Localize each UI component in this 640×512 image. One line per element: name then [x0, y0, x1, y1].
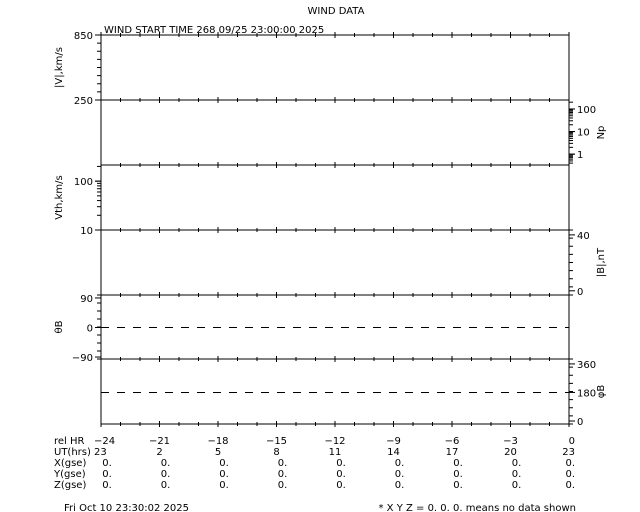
table-cell: 0. — [395, 469, 405, 480]
y-axis-label: Np — [596, 126, 607, 140]
table-cell: 0. — [336, 458, 346, 469]
table-cell: 0. — [512, 480, 522, 491]
table-row: Z(gse) 0. 0. 0. 0. 0. 0. 0. 0. 0. — [54, 480, 575, 491]
table-cell: 0. — [102, 458, 112, 469]
table-cell: 5 — [215, 447, 221, 458]
y-tick-label: 0 — [87, 323, 93, 334]
table-cell: −6 — [445, 436, 460, 447]
table-cell: −18 — [207, 436, 228, 447]
table-cell: 0. — [565, 469, 575, 480]
table-cell: 0. — [565, 458, 575, 469]
y-tick-label: 360 — [577, 360, 596, 371]
table-cell: 0. — [336, 480, 346, 491]
y-tick-label: 90 — [80, 294, 93, 305]
table-cell: 0. — [395, 458, 405, 469]
panel-3: 100 10 Vth,km/s — [54, 162, 570, 237]
table-cell: 0. — [161, 469, 171, 480]
y-tick-label: 10 — [577, 128, 590, 139]
start-time-subtitle: WIND START TIME 268 09/25 23:00:00 2025 — [104, 25, 324, 36]
row-label: Y(gse) — [53, 469, 86, 480]
table-cell: 0. — [453, 469, 463, 480]
table-cell: 0. — [453, 480, 463, 491]
y-axis-label: |B|,nT — [596, 247, 607, 277]
table-cell: 8 — [273, 447, 279, 458]
table-cell: 0 — [569, 436, 575, 447]
chart-title: WIND DATA — [308, 6, 365, 17]
y-tick-label: 100 — [577, 105, 596, 116]
y-axis-label: θB — [54, 320, 65, 333]
y-tick-label: 100 — [74, 177, 93, 188]
y-tick-label: 180 — [577, 388, 596, 399]
panel-6: 360 180 0 φB — [100, 356, 607, 428]
row-label: rel HR — [54, 436, 85, 447]
panel-1: 850 250 |V|,km/s — [54, 31, 570, 107]
table-cell: −24 — [94, 436, 115, 447]
y-tick-label: −90 — [72, 353, 93, 364]
panel-4: 40 0 |B|,nT — [100, 227, 607, 298]
table-cell: 0. — [219, 469, 229, 480]
y-axis-label: φB — [596, 385, 607, 399]
table-cell: 0. — [336, 469, 346, 480]
y-tick-label: 850 — [74, 31, 93, 42]
footer-note: * X Y Z = 0. 0. 0. means no data shown — [378, 503, 576, 512]
table-row: Y(gse) 0. 0. 0. 0. 0. 0. 0. 0. 0. — [53, 469, 575, 480]
table-cell: −21 — [149, 436, 170, 447]
table-cell: 0. — [102, 480, 112, 491]
table-cell: 0. — [453, 458, 463, 469]
table-cell: −3 — [503, 436, 518, 447]
table-cell: 2 — [156, 447, 162, 458]
y-axis-label: Vth,km/s — [54, 175, 65, 219]
table-cell: 20 — [504, 447, 517, 458]
y-tick-label: 250 — [74, 96, 93, 107]
table-cell: 17 — [446, 447, 459, 458]
table-cell: 0. — [278, 458, 288, 469]
y-tick-label: 1 — [577, 150, 583, 161]
panel-5: 90 0 −90 θB — [54, 292, 570, 364]
footer-timestamp: Fri Oct 10 23:30:02 2025 — [64, 503, 189, 512]
y-tick-label: 0 — [577, 287, 583, 298]
table-row: rel HR −24 −21 −18 −15 −12 −9 −6 −3 0 — [54, 436, 575, 447]
table-cell: 0. — [278, 469, 288, 480]
table-cell: 0. — [512, 469, 522, 480]
table-cell: 0. — [278, 480, 288, 491]
table-cell: −12 — [324, 436, 345, 447]
table-cell: 0. — [565, 480, 575, 491]
y-axis-label: |V|,km/s — [54, 47, 65, 88]
table-cell: −9 — [386, 436, 401, 447]
table-cell: 0. — [395, 480, 405, 491]
table-cell: 0. — [102, 469, 112, 480]
y-tick-label: 40 — [577, 231, 590, 242]
row-label: UT(hrs) — [54, 447, 91, 458]
table-cell: −15 — [266, 436, 287, 447]
y-tick-label: 0 — [577, 417, 583, 428]
table-row: UT(hrs) 23 2 5 8 11 14 17 20 23 — [54, 447, 575, 458]
table-cell: 0. — [161, 458, 171, 469]
table-cell: 23 — [94, 447, 107, 458]
table-cell: 0. — [219, 458, 229, 469]
table-cell: 0. — [161, 480, 171, 491]
row-label: Z(gse) — [54, 480, 86, 491]
table-cell: 14 — [387, 447, 400, 458]
table-row: X(gse) 0. 0. 0. 0. 0. 0. 0. 0. 0. — [54, 458, 575, 469]
y-tick-label: 10 — [80, 226, 93, 237]
table-cell: 0. — [512, 458, 522, 469]
table-cell: 0. — [219, 480, 229, 491]
row-label: X(gse) — [54, 458, 86, 469]
table-cell: 23 — [562, 447, 575, 458]
panel-2: 100 10 1 Np — [100, 97, 607, 165]
table-cell: 11 — [329, 447, 342, 458]
